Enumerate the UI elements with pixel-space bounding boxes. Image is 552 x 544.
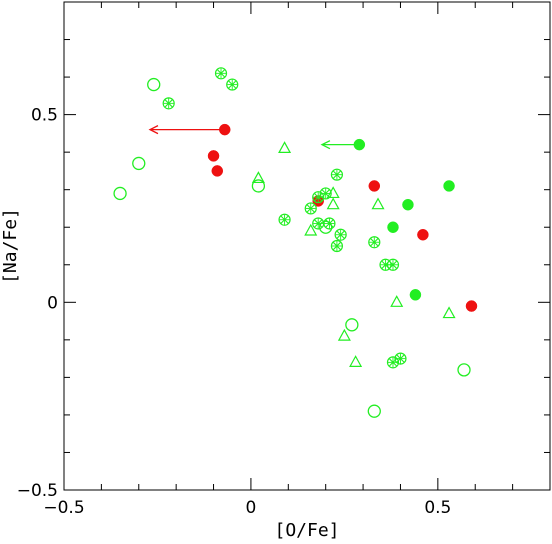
crossed-circle-ring — [368, 236, 381, 249]
crossed-circle-ring — [323, 217, 336, 230]
crossed-circle-ring — [312, 191, 325, 204]
filled-circle-point — [353, 138, 366, 151]
crossed-circle-ring — [214, 67, 228, 80]
y-tick-label: 0 — [47, 293, 58, 313]
arrow-head — [320, 140, 331, 150]
crossed-circle-ring — [394, 352, 407, 365]
crossed-circle-point — [312, 217, 325, 230]
upper-limit-arrows — [148, 125, 360, 150]
crossed-circle-ring — [162, 97, 175, 110]
y-tick-label: 0.5 — [31, 106, 58, 126]
filled-circle-point — [207, 150, 220, 162]
crossed-circle-ring — [330, 168, 344, 181]
open-triangle-point — [326, 186, 340, 199]
open-triangle-point — [251, 171, 265, 184]
crossed-circle-ring — [334, 228, 347, 241]
filled-circle-point — [465, 300, 478, 312]
crossed-circle-point — [334, 228, 347, 241]
filled-circle-point — [443, 180, 455, 192]
crossed-circle-ring — [226, 78, 239, 91]
open-circle-point — [147, 77, 161, 92]
crossed-circle-point — [304, 202, 317, 215]
filled-circle-point — [219, 123, 231, 136]
crossed-circle-point — [330, 239, 344, 253]
open-circle-point — [132, 156, 146, 171]
plot-frame — [63, 1, 551, 491]
crossed-circle-point — [386, 258, 400, 271]
filled-circle-point — [417, 228, 429, 241]
open-triangle-point — [326, 197, 340, 210]
open-circle-point — [113, 186, 127, 201]
x-axis-title: [O/Fe] — [274, 520, 339, 541]
crossed-circle-ring — [278, 213, 291, 226]
open-triangle-point — [304, 223, 318, 236]
y-axis-title: [Na/Fe] — [0, 208, 21, 284]
crossed-circle-ring — [319, 187, 332, 200]
filled-circle-point — [211, 165, 224, 177]
arrow-head — [148, 125, 159, 135]
data-points — [113, 67, 478, 418]
y-tick-label: −0.5 — [17, 481, 58, 501]
open-circle-point — [457, 363, 471, 377]
crossed-circle-point — [368, 236, 381, 249]
open-triangle-point — [390, 295, 404, 307]
crossed-circle-ring — [330, 239, 344, 253]
crossed-circle-point — [394, 352, 407, 365]
axis-ticks — [63, 1, 551, 491]
crossed-circle-point — [330, 168, 344, 181]
open-circle-point — [367, 404, 381, 418]
filled-circle-point — [368, 180, 381, 192]
filled-circle-point — [387, 221, 399, 233]
x-tick-label: 0 — [246, 498, 257, 518]
filled-circle-point — [409, 289, 422, 301]
crossed-circle-point — [162, 97, 175, 110]
crossed-circle-point — [214, 67, 228, 80]
crossed-circle-ring — [386, 356, 400, 369]
open-triangle-point — [278, 141, 292, 153]
crossed-circle-point — [226, 78, 239, 91]
x-tick-label: −0.5 — [43, 498, 84, 518]
crossed-circle-point — [312, 191, 325, 204]
tick-labels: −0.5 0 0.5 −0.5 0 0.5 — [17, 106, 452, 518]
crossed-circle-ring — [386, 258, 400, 271]
open-triangle-point — [442, 306, 456, 319]
open-circle-point — [345, 318, 359, 332]
x-tick-label: 0.5 — [424, 498, 451, 518]
open-triangle-point — [371, 197, 385, 210]
crossed-circle-point — [323, 217, 336, 230]
crossed-circle-ring — [304, 202, 317, 215]
crossed-circle-point — [278, 213, 291, 226]
open-triangle-point — [337, 328, 351, 341]
open-circle-point — [319, 220, 333, 234]
open-triangle-point — [349, 355, 363, 367]
open-circle-point — [251, 179, 266, 193]
filled-circle-point — [402, 198, 414, 211]
